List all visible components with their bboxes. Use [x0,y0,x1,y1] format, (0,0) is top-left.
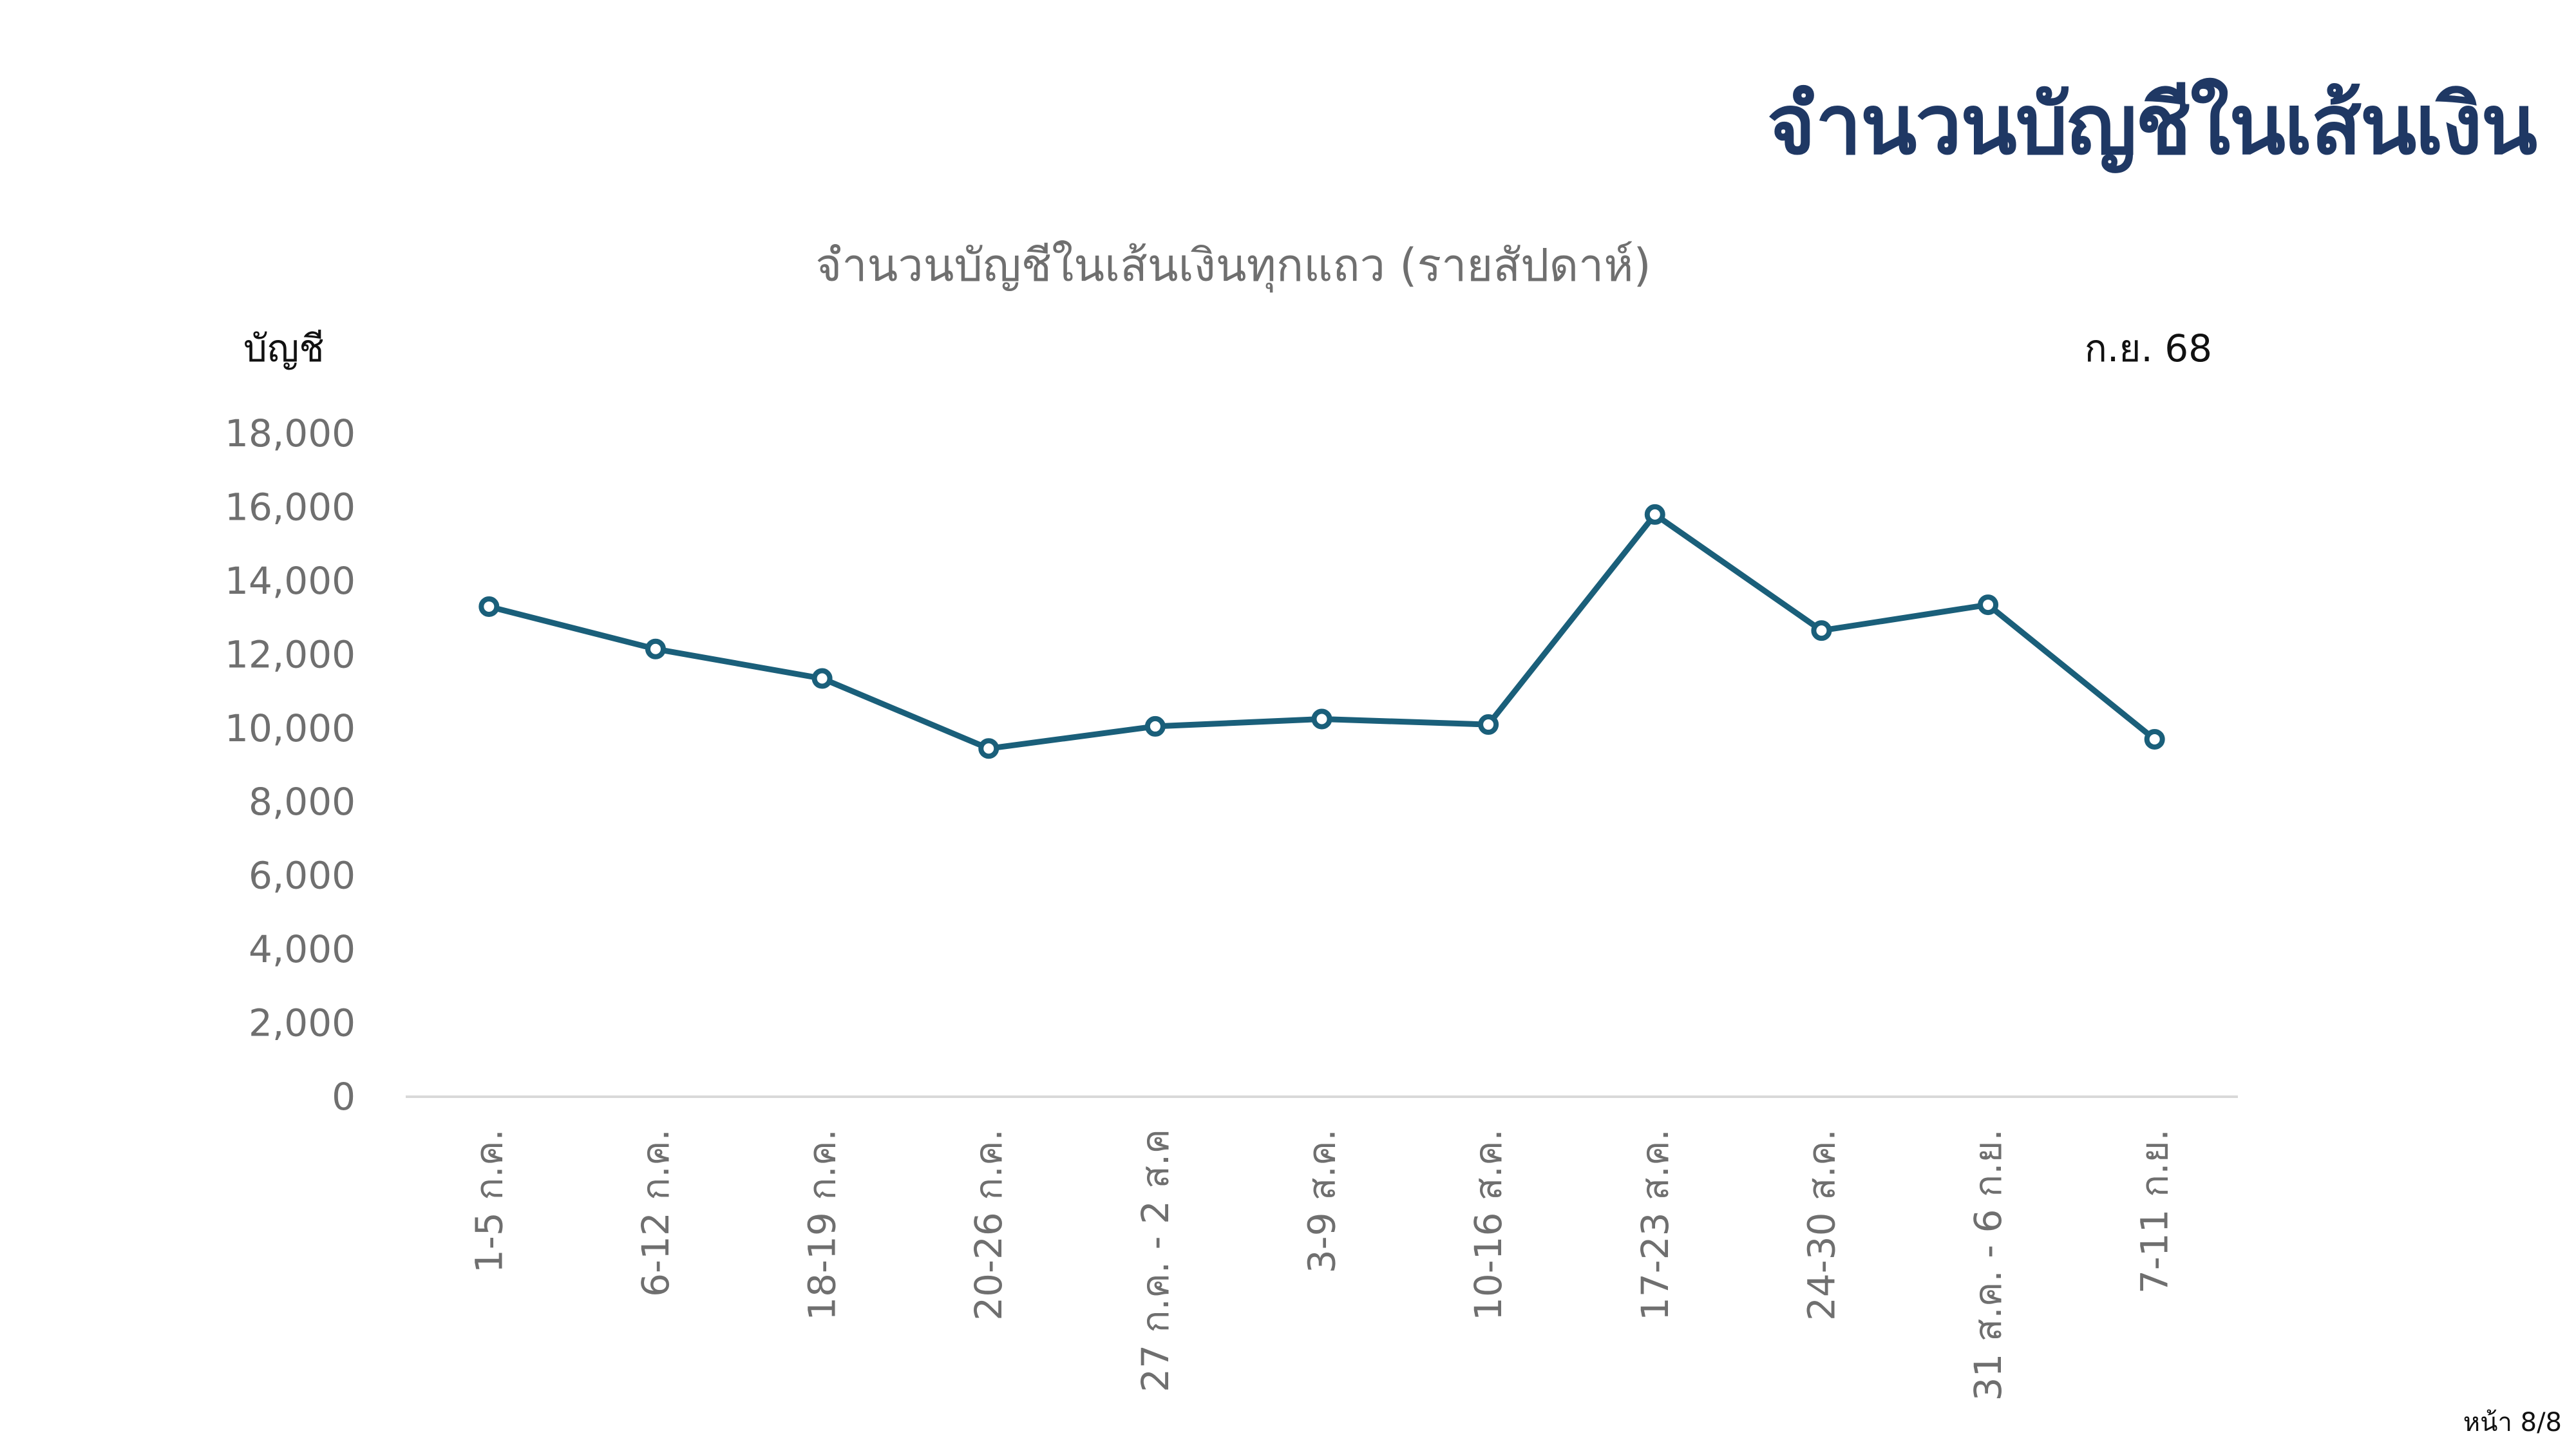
x-tick-label: 24-30 ส.ค. [1799,1129,1843,1321]
period-label: ก.ย. 68 [2084,327,2212,370]
data-point-marker [1978,594,1999,616]
y-tick-label: 2,000 [249,1001,355,1045]
x-tick-label: 18-19 ก.ค. [800,1129,844,1321]
chart-title: จำนวนบัญชีในเส้นเงินทุกแถว (รายสัปดาห์) [815,239,1651,292]
data-point-marker [2144,728,2165,750]
x-tick-label: 17-23 ส.ค. [1633,1129,1677,1321]
data-point-marker [811,668,833,689]
data-point-marker [1644,504,1665,525]
y-tick-label: 14,000 [225,559,355,603]
x-tick-label: 1-5 ก.ค. [467,1129,511,1273]
x-tick-label: 20-26 ก.ค. [967,1129,1010,1321]
page-number: หน้า 8/8 [2463,1408,2562,1437]
y-tick-label: 12,000 [225,632,355,676]
data-point-marker [478,596,500,617]
y-axis-unit-label: บัญชี [243,327,325,370]
data-point-marker [1478,714,1499,735]
y-tick-label: 4,000 [249,927,355,971]
data-point-marker [645,638,666,659]
y-tick-label: 8,000 [249,780,355,824]
y-tick-label: 6,000 [249,854,355,898]
x-tick-label: 10-16 ส.ค. [1466,1129,1510,1321]
x-tick-label: 31 ส.ค. - 6 ก.ย. [1966,1129,2010,1401]
y-tick-label: 10,000 [225,706,355,750]
data-point-marker [978,738,999,759]
x-tick-label: 27 ก.ค. - 2 ส.ค [1133,1129,1177,1392]
data-point-marker [1811,620,1832,641]
y-tick-label: 16,000 [225,485,355,529]
y-tick-label: 18,000 [225,412,355,455]
x-tick-label: 7-11 ก.ย. [2133,1129,2177,1294]
data-point-marker [1144,715,1166,737]
x-tick-label: 3-9 ส.ค. [1300,1129,1344,1273]
data-point-marker [1311,708,1332,730]
y-tick-label: 0 [332,1075,355,1119]
slide-title: จำนวนบัญชีในเส้นเงิน [1766,77,2537,173]
x-tick-label: 6-12 ก.ค. [634,1129,677,1297]
